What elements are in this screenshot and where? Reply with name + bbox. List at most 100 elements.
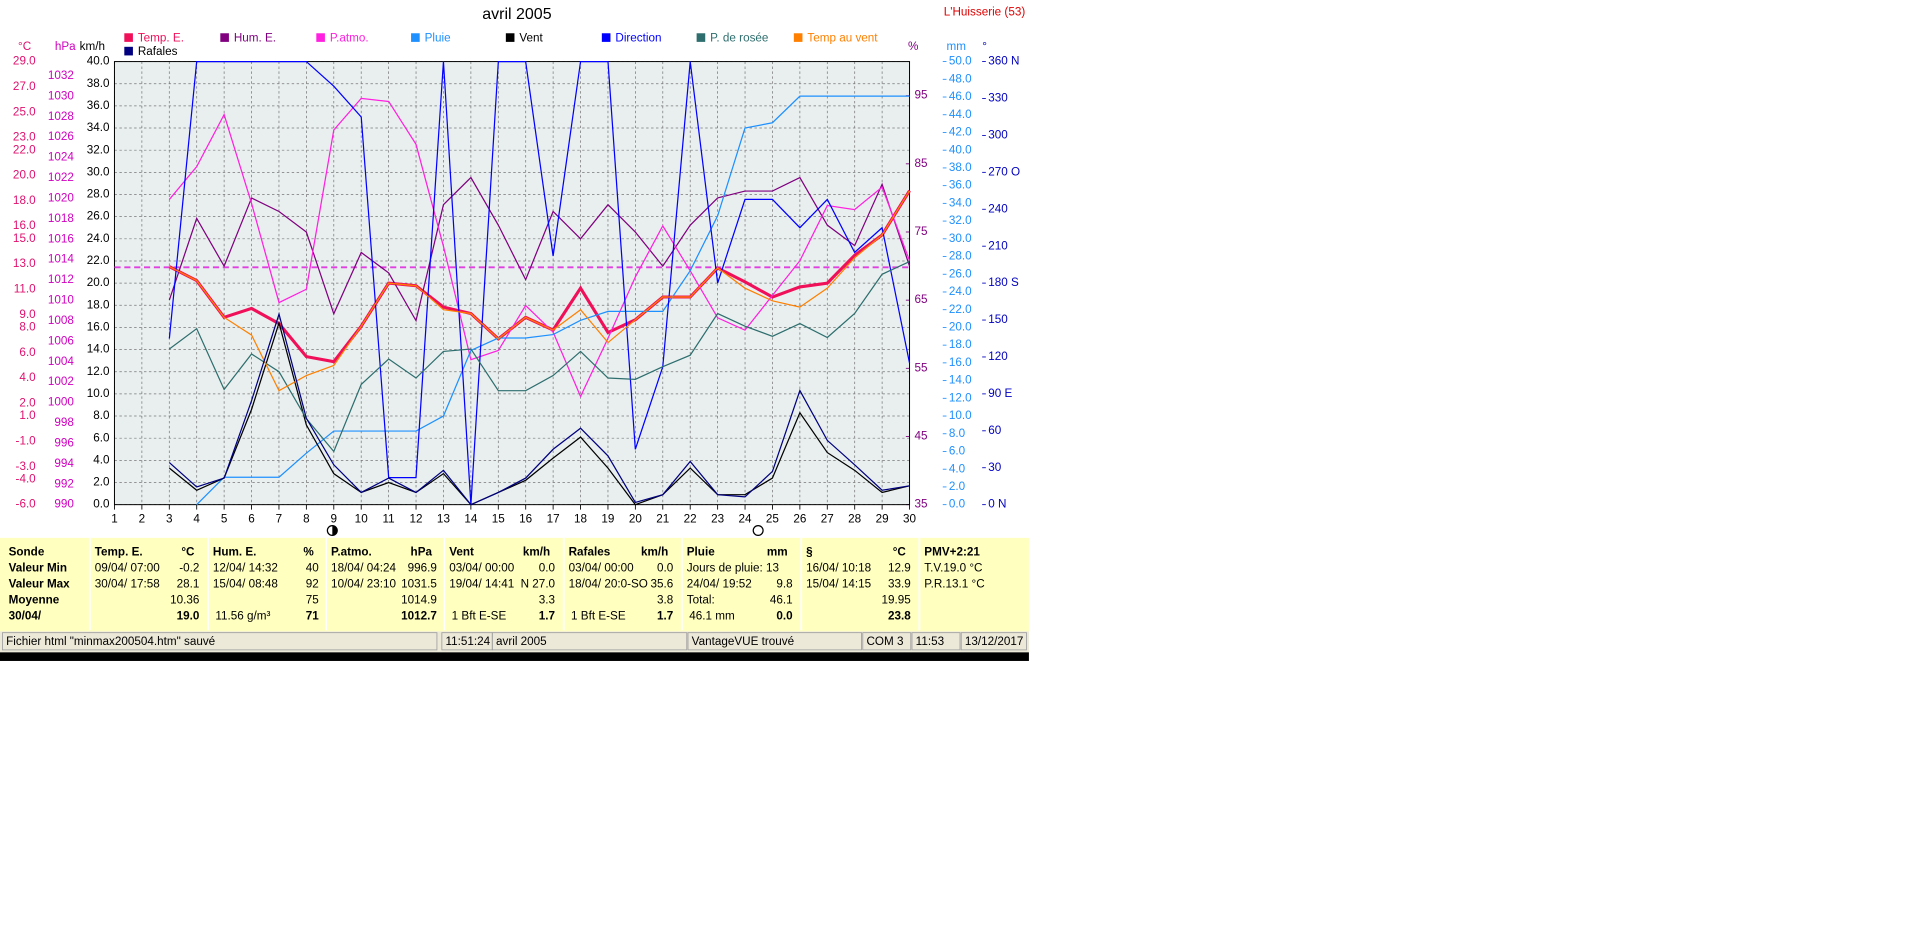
y-tick-label: -4.0 (16, 472, 37, 485)
y-tick-label: 75 (914, 225, 928, 238)
y-tick-label: 4.0 (949, 462, 966, 475)
y-tick-label: 16.0 (13, 219, 36, 232)
y-tick-label: 14.0 (87, 343, 110, 356)
x-tick-label: 4 (193, 513, 200, 526)
cell-value: 1.7 (539, 610, 555, 623)
y-tick-label: 60 (988, 424, 1002, 437)
x-tick-label: 28 (848, 513, 861, 526)
legend-label: Pluie (425, 31, 451, 44)
cell-value: 10.36 (170, 594, 199, 607)
y-tick-label: 40.0 (87, 55, 110, 68)
x-tick-label: 11 (383, 513, 395, 526)
table-header: Rafales (569, 546, 611, 559)
cell-text: 10/04/ 23:10 (331, 578, 396, 591)
cell-text: 24/04/ 19:52 (687, 578, 752, 591)
y-tick-label: 48.0 (949, 72, 972, 85)
x-tick-label: 29 (876, 513, 889, 526)
cell-text: 03/04/ 00:00 (449, 562, 514, 575)
y-tick-label: 27.0 (13, 80, 36, 93)
x-tick-label: 20 (629, 513, 643, 526)
x-tick-label: 12 (410, 513, 423, 526)
row-label: Valeur Max (9, 578, 71, 591)
summary-table (0, 537, 1029, 632)
cell-value: 35.6 (650, 578, 673, 591)
series-line (168, 261, 910, 453)
y-tick-label: 1024 (48, 151, 75, 164)
cell-value: 19.0 (177, 610, 200, 623)
table-unit: °C (181, 546, 195, 559)
status-text: COM 3 (866, 635, 903, 648)
cell-value: 0.0 (657, 562, 674, 575)
y-tick-label: 32.0 (949, 214, 972, 227)
y-tick-label: 6.0 (949, 445, 966, 458)
x-tick-label: 22 (684, 513, 697, 526)
y-tick-label: 1018 (48, 212, 74, 225)
cell-value: N 27.0 (521, 578, 556, 591)
x-tick-label: 7 (276, 513, 283, 526)
y-tick-label: 25.0 (13, 105, 36, 118)
y-tick-label: 18.0 (87, 298, 110, 311)
y-tick-label: 4.0 (93, 453, 110, 466)
y-tick-label: 4.0 (19, 371, 36, 384)
series-line (169, 190, 911, 392)
x-tick-label: 13 (437, 513, 450, 526)
y-tick-label: 34.0 (87, 121, 110, 134)
status-text: Fichier html "minmax200504.htm" sauvé (6, 635, 215, 648)
y-tick-label: 16.0 (87, 321, 110, 334)
y-tick-label: 1030 (48, 89, 75, 102)
cell-value: 40 (306, 562, 320, 575)
y-tick-label: 8.0 (19, 321, 36, 334)
cell-text: 18/04/ 20:0-SO (569, 578, 648, 591)
y-tick-label: 1010 (48, 294, 75, 307)
x-tick-label: 15 (492, 513, 506, 526)
y-tick-label: 30.0 (87, 165, 110, 178)
table-unit: hPa (411, 546, 433, 559)
axis-unit: mm (947, 40, 966, 53)
table-header: P.atmo. (331, 546, 372, 559)
table-unit: km/h (641, 546, 668, 559)
status-panel (862, 632, 912, 651)
status-bar (0, 631, 1029, 653)
table-unit: mm (767, 546, 788, 559)
y-tick-label: 992 (54, 477, 74, 490)
series-line (168, 320, 910, 506)
row-label: Moyenne (9, 594, 60, 607)
y-tick-label: 2.0 (949, 480, 966, 493)
status-panel (491, 632, 688, 651)
y-tick-label: -6.0 (16, 498, 37, 511)
y-tick-label: 1.0 (19, 409, 36, 422)
cell-value: 1014.9 (401, 594, 437, 607)
y-tick-label: 150 (988, 313, 1008, 326)
cell-value: 1.7 (657, 610, 673, 623)
legend-swatch (601, 33, 611, 42)
y-tick-label: 1022 (48, 171, 74, 184)
status-text: 11:53 (916, 635, 944, 648)
y-tick-label: 1002 (48, 375, 74, 388)
x-tick-label: 19 (601, 513, 614, 526)
y-tick-label: 1004 (48, 355, 75, 368)
y-tick-label: 15.0 (13, 232, 36, 245)
y-tick-label: 45 (914, 430, 928, 443)
table-header: Vent (449, 546, 474, 559)
y-tick-label: 994 (54, 457, 74, 470)
y-tick-label: 8.0 (949, 427, 966, 440)
status-panel (2, 632, 438, 651)
cell-value: 23.8 (888, 610, 911, 623)
y-tick-label: 23.0 (13, 131, 36, 144)
y-tick-label: 22.0 (949, 303, 972, 316)
y-tick-label: 28.0 (87, 188, 110, 201)
y-tick-label: -1.0 (16, 434, 37, 447)
cell-value: 33.9 (888, 578, 911, 591)
moon-phase (752, 524, 764, 537)
y-tick-label: 1016 (48, 232, 74, 245)
legend-label: Temp. E. (138, 31, 184, 44)
row-label: 30/04/ (9, 610, 42, 623)
y-tick-label: 11.0 (14, 283, 36, 296)
legend-label: P. de rosée (710, 31, 768, 44)
cell-text: 15/04/ 08:48 (213, 578, 278, 591)
y-tick-label: 35 (914, 498, 928, 511)
y-tick-label: 1014 (48, 253, 75, 266)
cell-text: P.R.13.1 °C (924, 578, 984, 591)
